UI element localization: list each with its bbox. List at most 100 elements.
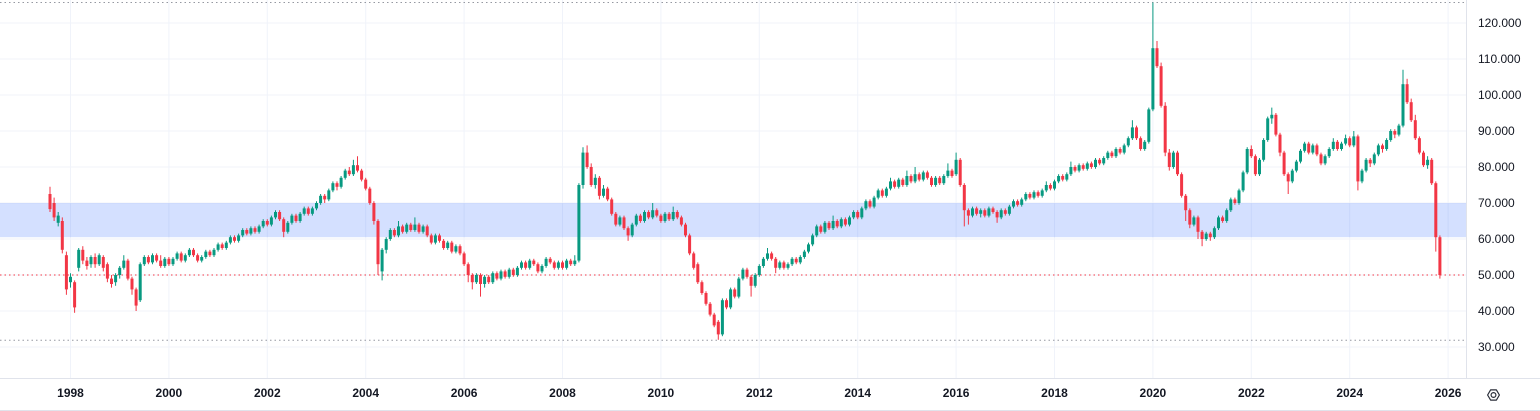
candle-body: [1422, 152, 1425, 166]
candle-body: [1069, 167, 1073, 175]
candle-body: [454, 246, 458, 252]
axis-settings-button[interactable]: [1483, 385, 1503, 405]
price-axis[interactable]: 120.000 110.000 100.000 90.000 80.000 70.000 6…: [1466, 0, 1540, 378]
candle-body: [540, 266, 544, 272]
candle-body: [52, 203, 56, 218]
price-axis-label: 120.000: [1478, 16, 1522, 30]
candle-body: [1098, 159, 1102, 164]
candle-body: [265, 221, 269, 225]
candle-body: [1057, 176, 1061, 182]
candle-body: [134, 289, 138, 306]
candle-body: [368, 188, 372, 203]
candle-body: [987, 208, 991, 216]
candle-body: [589, 167, 593, 185]
candle-body: [1401, 84, 1405, 126]
candle-body: [1159, 66, 1163, 106]
candle-body: [938, 177, 942, 184]
candle-body: [1286, 174, 1290, 182]
candle-body: [1171, 152, 1175, 167]
candle-body: [1364, 159, 1368, 171]
candle-body: [167, 258, 171, 265]
candle-body: [77, 249, 81, 268]
candle-body: [224, 242, 228, 248]
year-label: 2022: [1237, 386, 1265, 400]
candle-body: [675, 212, 679, 218]
candle-body: [183, 255, 187, 261]
candle-body: [720, 300, 724, 335]
candle-body: [917, 174, 921, 180]
candle-body: [1307, 143, 1311, 153]
candle-body: [339, 177, 343, 187]
candle-body: [655, 210, 659, 216]
candle-body: [401, 226, 405, 232]
candle-body: [1028, 194, 1032, 198]
candle-body: [1048, 185, 1052, 189]
candle-body: [696, 264, 700, 283]
candle-body: [852, 212, 856, 218]
candle-body: [880, 190, 884, 196]
candle-body: [1372, 154, 1376, 164]
candle-body: [1024, 194, 1028, 200]
year-label: 2024: [1336, 386, 1364, 400]
candle-body: [110, 278, 113, 284]
candle-body: [597, 177, 601, 196]
candle-body: [1003, 210, 1007, 214]
candle-body: [1245, 149, 1249, 173]
candle-body: [1081, 165, 1085, 169]
time-axis[interactable]: 1998 2000 2002 2004 2006 2008 2010 2012 2014 2016…: [0, 378, 1540, 410]
candle-body: [524, 262, 528, 268]
year-label: 2012: [745, 386, 773, 400]
candle-body: [819, 226, 823, 232]
candle-body: [1085, 163, 1089, 169]
candle-body: [1335, 141, 1339, 149]
candle-body: [835, 221, 839, 227]
candle-body: [212, 249, 216, 256]
candle-body: [1344, 138, 1348, 144]
candle-body: [577, 185, 581, 261]
chart-canvas[interactable]: [0, 0, 1466, 378]
candle-body: [962, 185, 966, 211]
year-label: 2016: [942, 386, 970, 400]
candle-body: [1389, 131, 1393, 140]
candle-body: [532, 260, 536, 265]
year-label: 2006: [450, 386, 478, 400]
candle-body: [618, 217, 622, 225]
candle-body: [811, 235, 815, 245]
candle-body: [1147, 109, 1151, 142]
candle-body: [1094, 159, 1097, 167]
candle-body: [269, 217, 273, 225]
candle-body: [1290, 170, 1294, 182]
candle-body: [474, 275, 478, 283]
candle-body: [499, 271, 503, 279]
candle-body: [1303, 143, 1307, 151]
candle-body: [520, 262, 523, 268]
candle-body: [64, 255, 68, 290]
candle-body: [634, 215, 638, 225]
price-axis-label: 100.000: [1478, 88, 1522, 102]
candle-body: [581, 152, 585, 185]
candle-body: [85, 260, 89, 266]
candle-body: [1155, 48, 1159, 67]
candle-body: [737, 278, 741, 297]
candle-body: [1012, 201, 1015, 207]
candle-body: [306, 208, 310, 214]
candle-body: [667, 213, 671, 220]
candle-body: [1110, 152, 1114, 157]
candle-body: [290, 215, 294, 223]
candle-body: [310, 208, 314, 214]
candle-body: [409, 224, 413, 230]
candle-body: [1204, 233, 1208, 239]
candle-body: [462, 253, 466, 265]
candle-body: [716, 321, 720, 335]
candle-body: [1327, 149, 1331, 157]
candle-body: [73, 282, 77, 308]
candle-body: [1253, 156, 1257, 175]
candle-body: [1032, 192, 1036, 198]
candle-body: [975, 208, 979, 214]
candle-body: [1258, 159, 1261, 175]
candle-body: [1007, 206, 1011, 214]
year-label: 2008: [549, 386, 576, 400]
candle-body: [679, 217, 683, 225]
candle-body: [1180, 174, 1184, 196]
